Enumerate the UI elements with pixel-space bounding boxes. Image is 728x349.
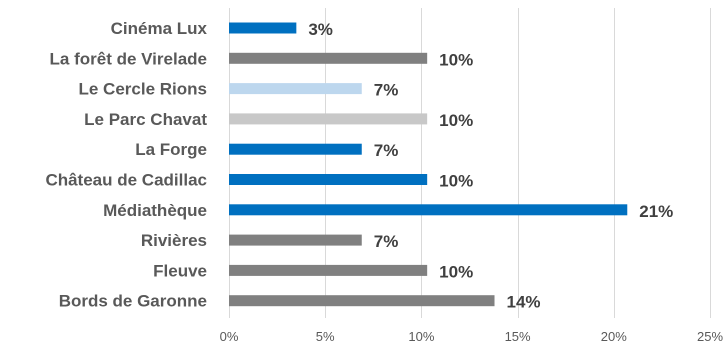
category-label: La forêt de Virelade	[50, 49, 207, 68]
bars	[229, 22, 628, 307]
data-label: 14%	[507, 293, 541, 312]
data-label: 21%	[639, 202, 673, 221]
category-label: La Forge	[135, 140, 207, 159]
x-tick-label: 10%	[408, 329, 434, 344]
bar	[229, 295, 495, 307]
category-label: Médiathèque	[103, 201, 207, 220]
x-tick-label: 20%	[601, 329, 627, 344]
bar	[229, 83, 362, 95]
category-label: Le Parc Chavat	[84, 110, 207, 129]
category-label: Fleuve	[153, 261, 207, 280]
bar	[229, 143, 362, 155]
x-tick-label: 25%	[697, 329, 723, 344]
category-label: Château de Cadillac	[45, 171, 207, 190]
x-tick-label: 0%	[220, 329, 239, 344]
x-tick-label: 15%	[505, 329, 531, 344]
bar	[229, 234, 362, 246]
bar	[229, 204, 628, 216]
bar	[229, 174, 428, 185]
data-label: 7%	[374, 232, 399, 251]
category-labels: Cinéma Lux La forêt de Virelade Le Cercle …	[45, 19, 207, 311]
bar	[229, 22, 297, 34]
x-tick-label: 5%	[316, 329, 335, 344]
data-label: 7%	[374, 81, 399, 100]
value-labels: 3% 10% 7% 10% 7% 10% 21% 7% 10% 14%	[308, 20, 673, 312]
category-label: Cinéma Lux	[111, 19, 208, 38]
data-label: 3%	[308, 20, 333, 39]
bar	[229, 113, 428, 125]
x-axis-tick-labels: 0% 5% 10% 15% 20% 25%	[220, 329, 724, 344]
data-label: 7%	[374, 141, 399, 160]
data-label: 10%	[439, 262, 473, 281]
bar	[229, 52, 428, 64]
data-label: 10%	[439, 172, 473, 191]
data-label: 10%	[439, 50, 473, 69]
bar	[229, 264, 428, 276]
category-label: Rivières	[141, 231, 207, 250]
data-label: 10%	[439, 111, 473, 130]
category-label: Le Cercle Rions	[79, 80, 208, 99]
category-label: Bords de Garonne	[59, 292, 207, 311]
